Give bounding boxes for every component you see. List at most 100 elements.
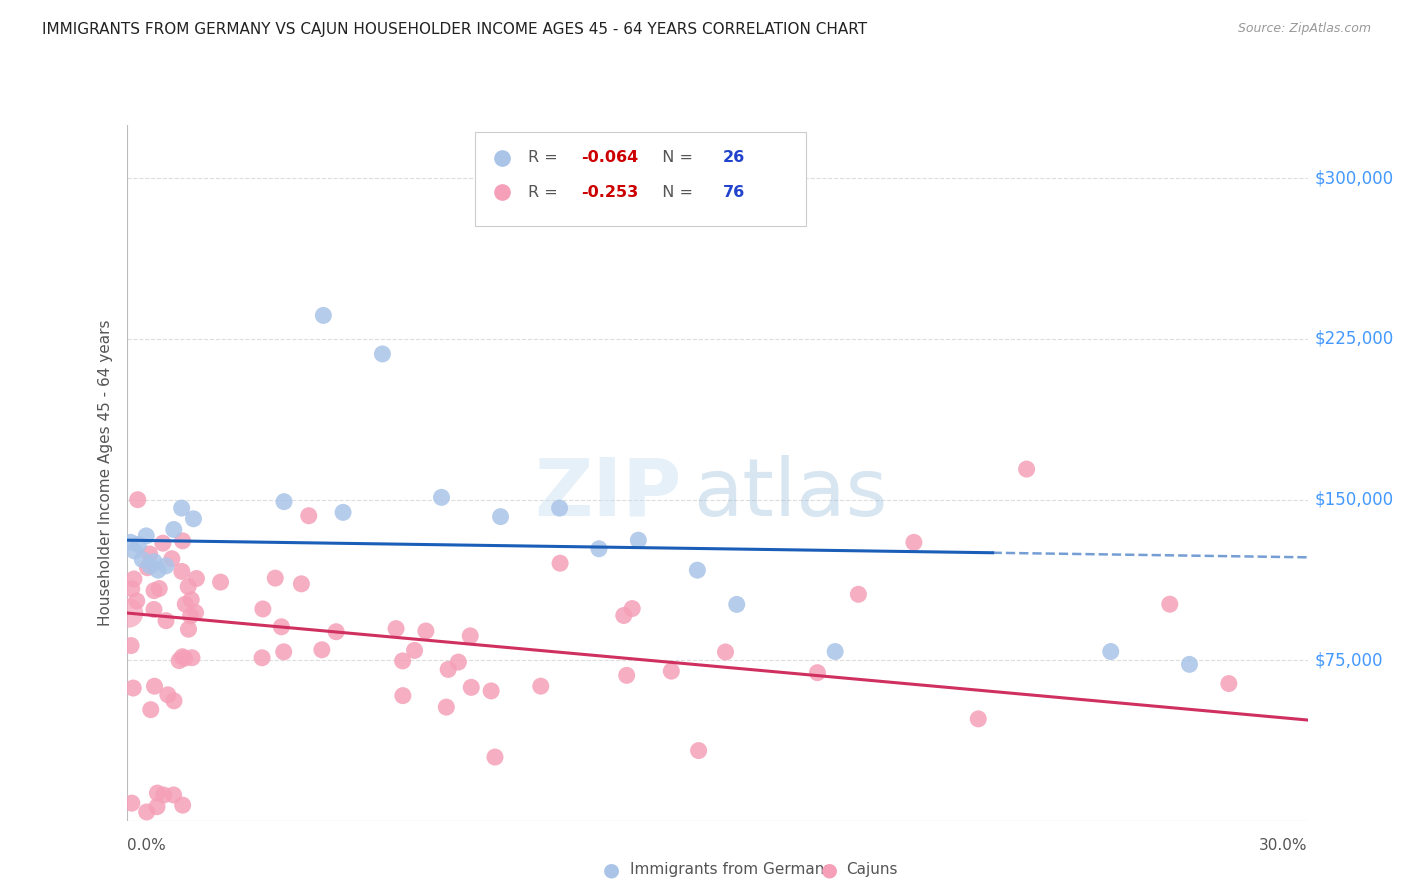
Point	[152, 788, 174, 802]
Point	[686, 563, 709, 577]
Text: N =: N =	[652, 185, 699, 200]
Point	[270, 620, 292, 634]
Point	[143, 679, 166, 693]
Point	[184, 606, 207, 620]
Point	[688, 743, 710, 757]
Point	[180, 609, 202, 624]
Point	[613, 608, 636, 623]
Point	[415, 624, 437, 638]
Point	[177, 622, 200, 636]
FancyBboxPatch shape	[475, 132, 806, 226]
Point	[163, 523, 186, 537]
Point	[714, 645, 737, 659]
Text: Cajuns: Cajuns	[846, 863, 898, 877]
Text: $225,000: $225,000	[1315, 330, 1393, 348]
Point	[588, 541, 610, 556]
Text: ●: ●	[821, 860, 838, 880]
Text: R =: R =	[529, 185, 562, 200]
Point	[1099, 644, 1122, 658]
Text: 26: 26	[723, 150, 745, 165]
Text: $300,000: $300,000	[1315, 169, 1393, 187]
Point	[143, 555, 166, 569]
Point	[209, 575, 232, 590]
Point	[391, 654, 413, 668]
Point	[183, 512, 205, 526]
Point	[437, 662, 460, 676]
Text: $150,000: $150,000	[1315, 491, 1393, 508]
Point	[447, 655, 470, 669]
Point	[122, 681, 145, 695]
Point	[434, 700, 457, 714]
Text: ZIP: ZIP	[534, 455, 682, 533]
Point	[325, 624, 347, 639]
Point	[160, 551, 183, 566]
Point	[146, 799, 169, 814]
Text: -0.253: -0.253	[581, 185, 638, 200]
Point	[127, 492, 149, 507]
Point	[311, 642, 333, 657]
Point	[121, 796, 143, 810]
Point	[125, 594, 148, 608]
Point	[180, 592, 202, 607]
Point	[181, 650, 204, 665]
Point	[290, 577, 312, 591]
Point	[371, 347, 394, 361]
Point	[177, 580, 200, 594]
Point	[174, 597, 197, 611]
Text: 0.0%: 0.0%	[127, 838, 166, 853]
Point	[548, 501, 571, 516]
Point	[298, 508, 321, 523]
Point	[162, 788, 184, 802]
Text: N =: N =	[652, 150, 699, 165]
Point	[1159, 597, 1181, 611]
Point	[120, 639, 142, 653]
Point	[264, 571, 287, 585]
Text: Source: ZipAtlas.com: Source: ZipAtlas.com	[1237, 22, 1371, 36]
Text: $75,000: $75,000	[1315, 651, 1384, 669]
Point	[273, 645, 295, 659]
Point	[385, 622, 408, 636]
Point	[120, 535, 142, 549]
Point	[548, 556, 571, 570]
Point	[627, 533, 650, 548]
Point	[172, 533, 194, 548]
Point	[725, 598, 748, 612]
Point	[530, 679, 553, 693]
Point	[142, 602, 165, 616]
Point	[479, 684, 502, 698]
Point	[404, 643, 426, 657]
Point	[967, 712, 990, 726]
Point	[252, 602, 274, 616]
Point	[163, 694, 186, 708]
Point	[155, 614, 177, 628]
Point	[312, 309, 335, 323]
Point	[138, 547, 160, 561]
Point	[143, 583, 166, 598]
Text: 30.0%: 30.0%	[1260, 838, 1308, 853]
Point	[1015, 462, 1038, 476]
Point	[172, 649, 194, 664]
Text: ●: ●	[603, 860, 620, 880]
Point	[392, 689, 415, 703]
Y-axis label: Householder Income Ages 45 - 64 years: Householder Income Ages 45 - 64 years	[97, 319, 112, 626]
Point	[155, 558, 177, 573]
Point	[131, 552, 153, 566]
Point	[172, 798, 194, 813]
Point	[848, 587, 870, 601]
Text: Immigrants from Germany: Immigrants from Germany	[630, 863, 834, 877]
Point	[170, 501, 193, 516]
Point	[273, 494, 295, 508]
Point	[167, 654, 190, 668]
Point	[152, 536, 174, 550]
Point	[136, 560, 159, 574]
Point	[148, 582, 170, 596]
Point	[170, 565, 193, 579]
Point	[430, 491, 453, 505]
Point	[489, 509, 512, 524]
Point	[484, 750, 506, 764]
Point	[616, 668, 638, 682]
Text: 76: 76	[723, 185, 745, 200]
Point	[460, 681, 482, 695]
Point	[156, 688, 179, 702]
Point	[332, 505, 354, 519]
